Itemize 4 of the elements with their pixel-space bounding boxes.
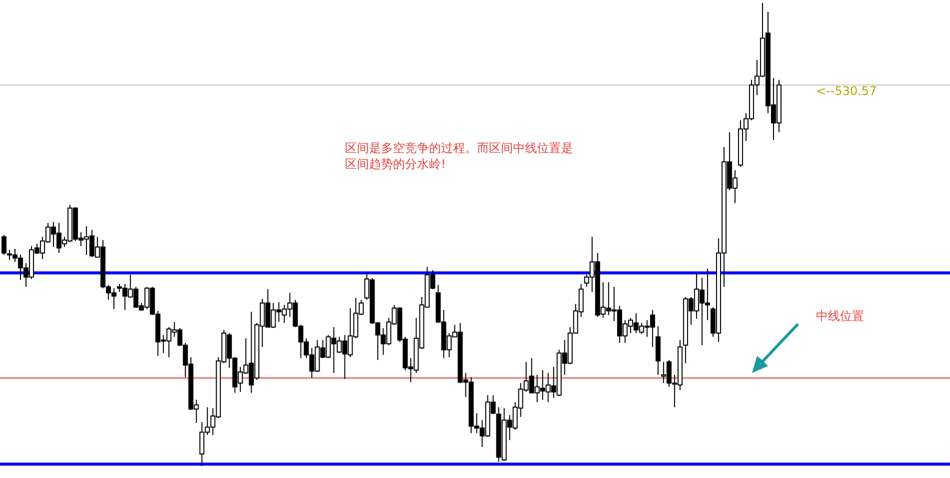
annotation: 区间趋势的分水岭!	[345, 157, 446, 171]
annotation: 中线位置	[816, 309, 864, 323]
annotation: <--530.57	[816, 84, 877, 98]
annotation: 区间是多空竞争的过程。而区间中线位置是	[345, 141, 573, 155]
